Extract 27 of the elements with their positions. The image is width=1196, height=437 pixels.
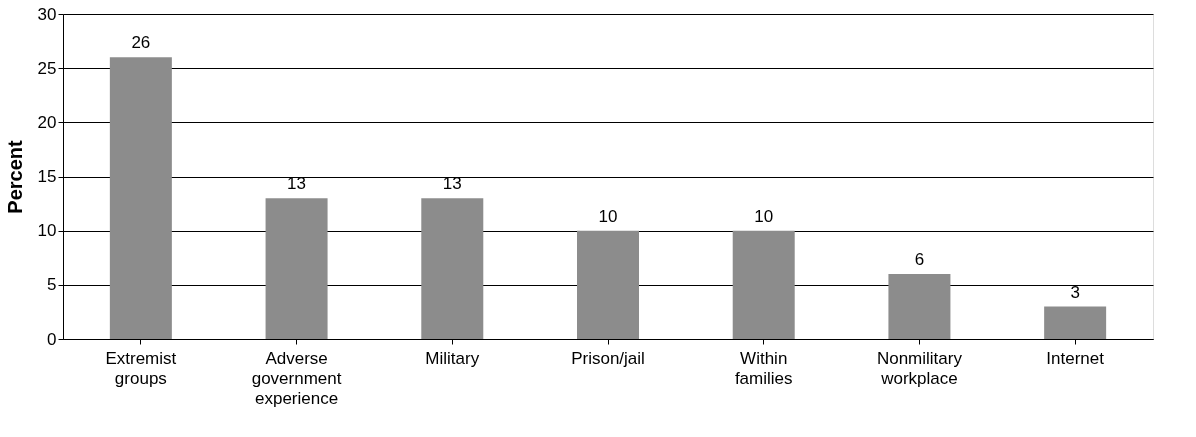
x-tick-label: Prison/jail <box>571 348 645 368</box>
y-tick-label: 15 <box>37 167 57 186</box>
x-tick-label: Internet <box>1046 348 1105 368</box>
bar <box>888 274 951 339</box>
y-tick-label: 30 <box>37 4 57 24</box>
y-tick-label: 10 <box>37 221 57 241</box>
x-tick-label: Military <box>425 348 480 368</box>
y-tick-label: 5 <box>47 275 57 295</box>
x-tick-label: Nonmilitary workplace <box>876 348 963 388</box>
data-label: 3 <box>1070 282 1080 302</box>
x-tick-label: Extremist groups <box>105 348 177 388</box>
data-label: 10 <box>598 206 618 226</box>
x-tick-label: Adverse government experience <box>251 348 342 408</box>
data-label: 10 <box>754 206 774 226</box>
y-tick-label: 25 <box>37 58 57 78</box>
bar <box>421 198 484 339</box>
y-axis-title: Percent <box>3 139 26 214</box>
y-tick-label: 20 <box>37 112 57 132</box>
bar <box>265 198 328 339</box>
bar <box>732 230 795 339</box>
data-label: 26 <box>131 33 151 53</box>
bar <box>577 230 639 339</box>
y-tick-label: 0 <box>47 329 57 349</box>
bar <box>109 57 172 339</box>
bar <box>1044 306 1107 339</box>
data-label: 6 <box>914 250 925 269</box>
x-tick-label: Within families <box>734 348 793 388</box>
